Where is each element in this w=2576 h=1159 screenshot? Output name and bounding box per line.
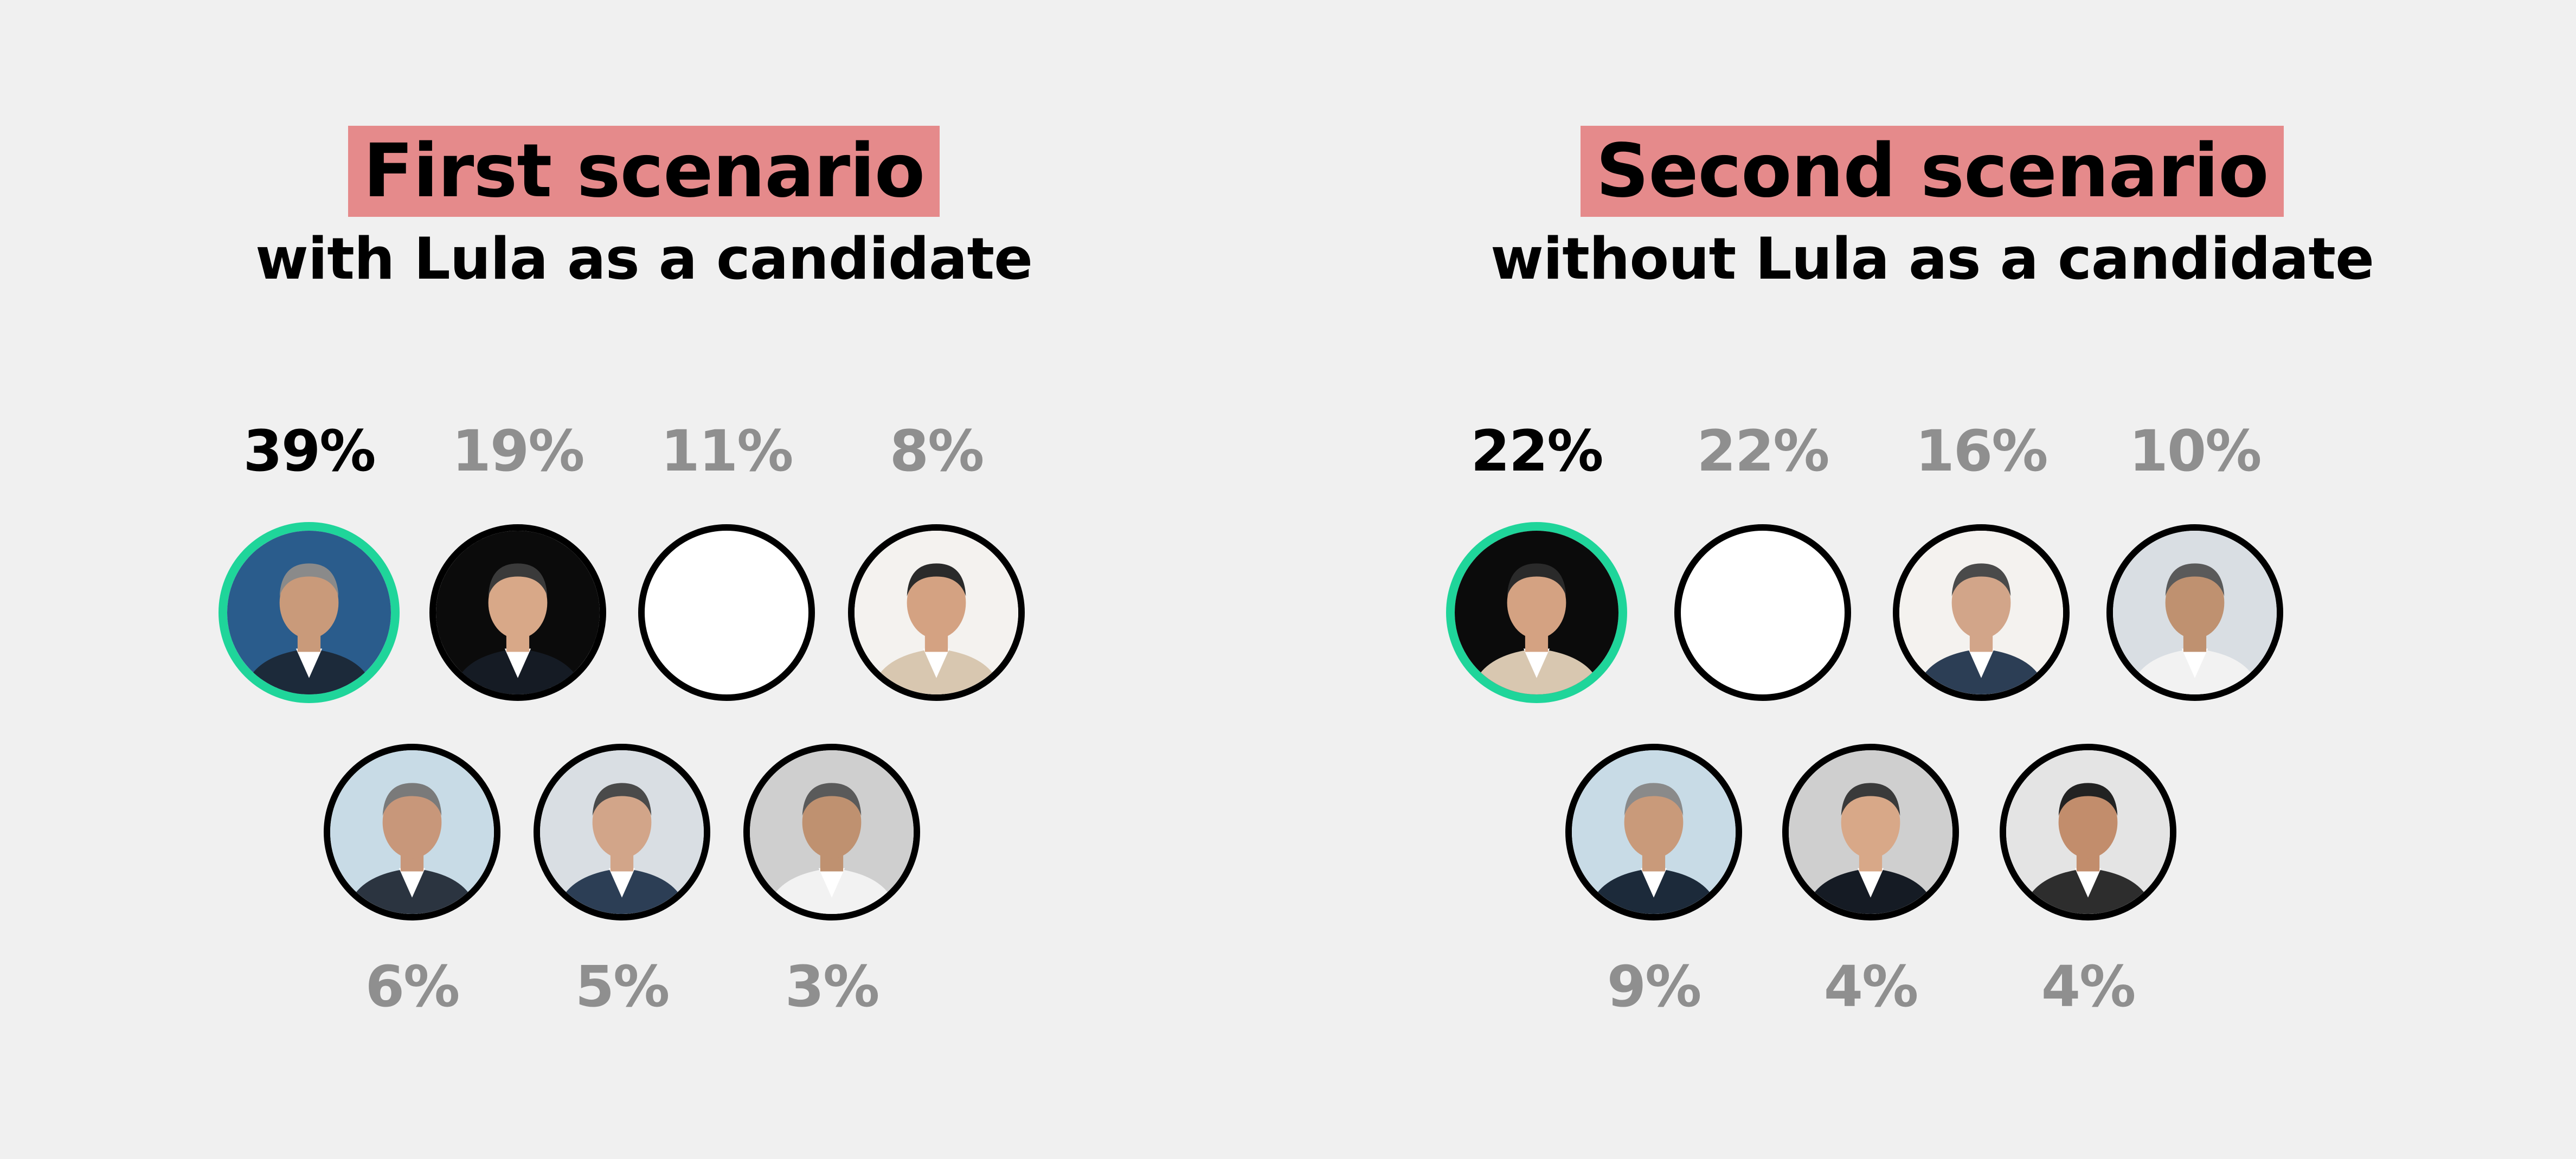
chart-subtitle: with Lula as a candidate <box>255 226 1033 292</box>
percentage-label: 16% <box>1915 418 2048 484</box>
candidate-grid: 39% 19% 11% 8% 6% 5% 3% <box>219 418 1025 1020</box>
percentage-label: 22% <box>1697 418 1830 484</box>
candidate-avatar <box>1893 524 2070 701</box>
percentage-label: 4% <box>2041 954 2136 1020</box>
percentage-label: 5% <box>575 954 670 1020</box>
candidate-avatar <box>1565 744 1742 920</box>
percentage-label: 11% <box>660 418 794 484</box>
scenario-panel-second: Second scenario without Lula as a candid… <box>1288 0 2576 1159</box>
percentage-label: 22% <box>1470 418 1604 484</box>
percentage-label: 4% <box>1823 954 1919 1020</box>
chart-subtitle: without Lula as a candidate <box>1491 226 2374 292</box>
percentage-label: 9% <box>1607 954 1702 1020</box>
candidate-avatar <box>219 522 400 703</box>
candidate-avatar <box>2106 524 2283 701</box>
percentage-label: 39% <box>243 418 376 484</box>
percentage-label: 19% <box>452 418 585 484</box>
percentage-label: 10% <box>2129 418 2262 484</box>
candidate-avatar <box>743 744 920 920</box>
candidate-avatar <box>1674 524 1851 701</box>
candidate-avatar <box>534 744 710 920</box>
candidate-avatar <box>1782 744 1959 920</box>
candidate-avatar <box>638 524 815 701</box>
percentage-label: 3% <box>785 954 880 1020</box>
candidate-avatar <box>848 524 1025 701</box>
candidate-avatar <box>324 744 500 920</box>
scenario-panel-first: First scenario with Lula as a candidate … <box>219 126 1033 1020</box>
chart-title: Second scenario <box>1581 126 2284 217</box>
candidate-avatar <box>1446 522 1627 703</box>
chart-title: First scenario <box>348 126 940 217</box>
candidate-avatar <box>429 524 606 701</box>
candidate-avatar <box>2000 744 2176 920</box>
candidate-grid: 22% 22% 16% 10% 9% 4% 4% <box>1288 0 2576 1159</box>
percentage-label: 6% <box>365 954 460 1020</box>
percentage-label: 8% <box>889 418 985 484</box>
